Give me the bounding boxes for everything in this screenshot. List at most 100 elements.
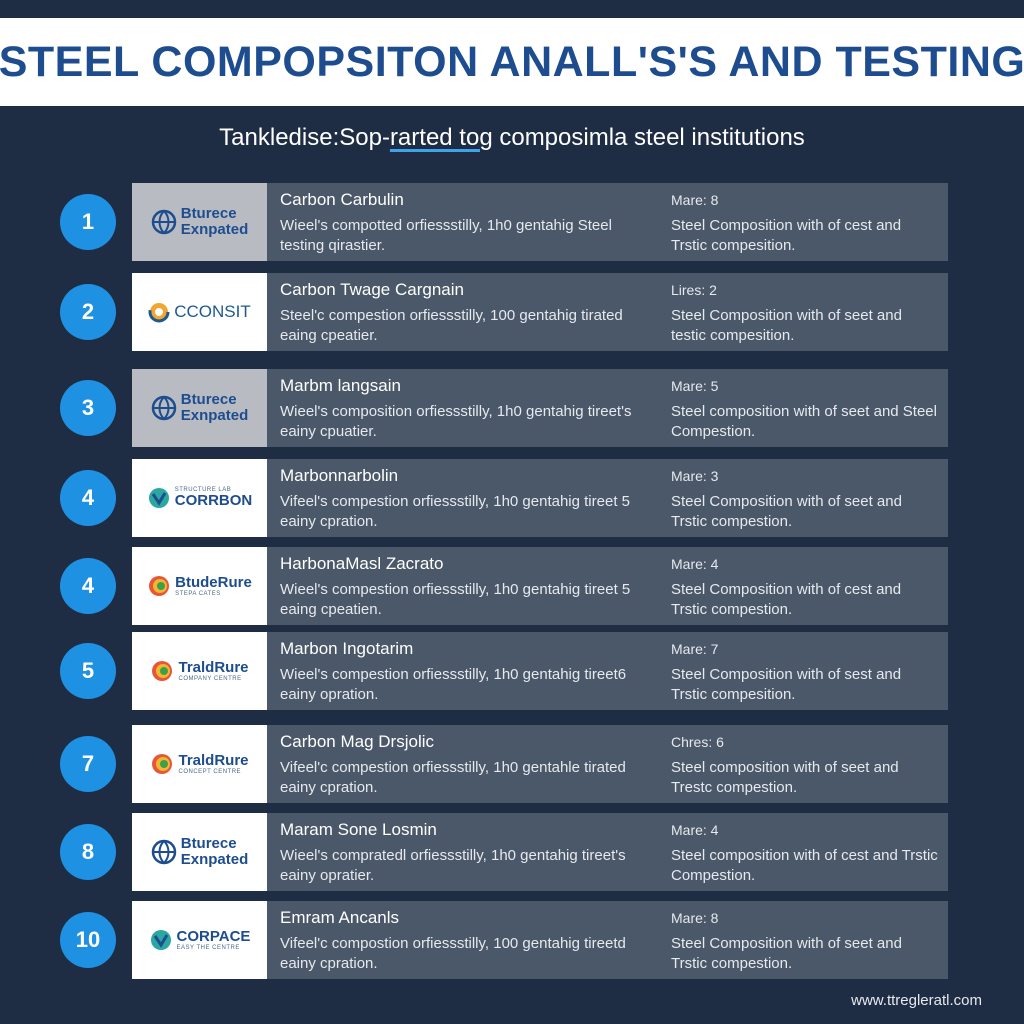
rings-icon <box>152 754 173 774</box>
institution-logo: Bturece Exnpated <box>132 369 267 447</box>
row-panel: Marbonnarbolin Vifeel's compestion orfies… <box>267 459 948 537</box>
logo-tagline: STEPA CATES <box>175 590 221 597</box>
logo-name: CCONSIT <box>174 302 251 322</box>
logo-name-line-2: Exnpated <box>180 851 249 868</box>
logo-text: Bturece Exnpated <box>181 836 249 868</box>
footer-url: www.ttregleratl.com <box>851 992 982 1009</box>
row-count: Lires: 2 <box>671 282 717 298</box>
globe-icon <box>151 395 176 421</box>
row-description: Steel'c compestion orfiessstilly, 100 ge… <box>280 307 623 344</box>
logo-name: Bturece <box>180 835 237 853</box>
row-title: Carbon Mag Drsjolic <box>280 732 434 751</box>
row-title: Emram Ancanls <box>280 908 400 927</box>
row-panel: Carbon Mag Drsjolic Vifeel'c compestion o… <box>267 725 948 803</box>
logo-text: CORRBON STRUCTURE LAB <box>175 487 253 509</box>
logo-name: BtudeRure <box>175 573 252 591</box>
row-title: Marbonnarbolin <box>280 466 399 485</box>
list-item: 7 TraldRure CONCEPT CENTRE Carbon Mag Drsjo… <box>0 725 1024 803</box>
title-banner: STEEL COMPOPSITON ANALL'S'S AND TESTING <box>0 18 1024 106</box>
rings-icon <box>149 576 170 596</box>
institution-logo: Bturece Exnpated <box>132 183 267 261</box>
logo-name: CORRBON <box>174 492 253 510</box>
logo-tagline: STRUCTURE LAB <box>174 486 232 493</box>
logo-tagline: EASY THE CENTRE <box>176 944 240 951</box>
row-description: Vifeel'c compestion orfiessstilly, 1h0 g… <box>280 759 626 796</box>
institution-logo: Bturece Exnpated <box>132 813 267 891</box>
row-summary: Steel Composition with of cest and Trsti… <box>671 581 902 618</box>
rank-badge: 8 <box>60 824 116 880</box>
row-summary: Steel Composition with of cest and Trsti… <box>671 217 902 254</box>
institution-logo: TraldRure CONCEPT CENTRE <box>132 725 267 803</box>
row-title: Carbon Twage Cargnain <box>280 280 464 299</box>
row-count: Chres: 6 <box>671 734 724 750</box>
row-description: Vifeel'c compostion orfiessstilly, 100 g… <box>280 935 626 972</box>
list-item: 2 CCONSIT Carbon Twage Cargnain Steel'c com… <box>0 273 1024 351</box>
row-count: Mare: 7 <box>671 641 719 657</box>
row-count: Mare: 8 <box>671 192 719 208</box>
row-description: Wieel's compestion orfiessstilly, 1h0 ge… <box>280 581 631 618</box>
row-count: Mare: 4 <box>671 822 719 838</box>
row-title: Maram Sone Losmin <box>280 820 437 839</box>
logo-name: Bturece <box>180 391 237 409</box>
row-panel: Carbon Carbulin Wieel's compotted orfiess… <box>267 183 948 261</box>
logo-text: TraldRure COMPANY CENTRE <box>178 660 248 682</box>
logo-text: Bturece Exnpated <box>181 392 249 424</box>
subtitle-part-1: Tankledise:Sop- <box>219 124 390 151</box>
logo-mark: TraldRure COMPANY CENTRE <box>150 659 249 683</box>
institution-logo: TraldRure COMPANY CENTRE <box>132 632 267 710</box>
globe-icon <box>151 839 176 865</box>
row-title: Carbon Carbulin <box>280 190 404 209</box>
logo-mark: CORPACE EASY THE CENTRE <box>149 928 251 952</box>
row-title: HarbonaMasl Zacrato <box>280 554 444 573</box>
logo-text: Bturece Exnpated <box>181 206 249 238</box>
list-item: 4 BtudeRure STEPA CATES HarbonaMasl Zacrato… <box>0 547 1024 625</box>
logo-name: CORPACE <box>176 927 251 945</box>
logo-mark: TraldRure CONCEPT CENTRE <box>150 752 249 776</box>
logo-mark: Bturece Exnpated <box>151 206 249 238</box>
rings-icon <box>152 661 173 681</box>
list-item: 8 Bturece Exnpated Maram Sone Losmin Wieel's… <box>0 813 1024 891</box>
logo-mark: CORRBON STRUCTURE LAB <box>147 486 253 510</box>
list-item: 1 Bturece Exnpated Carbon Carbulin Wieel's c… <box>0 183 1024 261</box>
row-panel: Marbm langsain Wieel's composition orfies… <box>267 369 948 447</box>
subtitle-part-2: rarted tog <box>389 124 493 151</box>
list-item: 5 TraldRure COMPANY CENTRE Marbon Ingotarim… <box>0 632 1024 710</box>
subtitle-part-3: composimla steel institutions <box>492 124 805 151</box>
rank-badge: 3 <box>60 380 116 436</box>
subtitle: Tankledise:Sop-rarted tog composimla ste… <box>0 124 1024 152</box>
rank-badge: 4 <box>60 470 116 526</box>
logo-text: CCONSIT <box>174 303 251 321</box>
rank-badge: 5 <box>60 643 116 699</box>
row-summary: Steel Composition with of seet and Trsti… <box>671 493 902 530</box>
logo-name-line-2: Exnpated <box>180 221 249 238</box>
logo-text: BtudeRure STEPA CATES <box>175 575 252 597</box>
row-description: Wieel's compratedl orfiessstilly, 1h0 ge… <box>280 847 626 884</box>
logo-text: CORPACE EASY THE CENTRE <box>177 929 251 951</box>
rank-badge: 1 <box>60 194 116 250</box>
row-count: Mare: 8 <box>671 910 719 926</box>
row-panel: Marbon Ingotarim Wieel's compestion orfie… <box>267 632 948 710</box>
row-title: Marbm langsain <box>280 376 401 395</box>
logo-mark: CCONSIT <box>148 301 251 323</box>
list-item: 10 CORPACE EASY THE CENTRE Emram Ancanls Vif… <box>0 901 1024 979</box>
rank-badge: 2 <box>60 284 116 340</box>
logo-tagline: CONCEPT CENTRE <box>178 768 242 775</box>
row-summary: Steel Composition with of seet and testi… <box>671 307 902 344</box>
row-count: Mare: 4 <box>671 556 719 572</box>
rank-badge: 10 <box>60 912 116 968</box>
leaf-icon <box>150 930 171 950</box>
list-item: 4 CORRBON STRUCTURE LAB Marbonnarbolin Vifee… <box>0 459 1024 537</box>
row-title: Marbon Ingotarim <box>280 639 414 658</box>
logo-tagline: COMPANY CENTRE <box>178 675 242 682</box>
row-panel: HarbonaMasl Zacrato Wieel's compestion or… <box>267 547 948 625</box>
logo-mark: Bturece Exnpated <box>151 392 249 424</box>
rank-badge: 4 <box>60 558 116 614</box>
institution-logo: CCONSIT <box>132 273 267 351</box>
logo-mark: Bturece Exnpated <box>151 836 249 868</box>
row-summary: Steel composition with of seet and Steel… <box>671 403 937 440</box>
row-description: Wieel's composition orfiessstilly, 1h0 g… <box>280 403 632 440</box>
logo-mark: BtudeRure STEPA CATES <box>147 574 252 598</box>
row-summary: Steel composition with of cest and Trsti… <box>671 847 938 884</box>
institution-logo: CORPACE EASY THE CENTRE <box>132 901 267 979</box>
rank-badge: 7 <box>60 736 116 792</box>
